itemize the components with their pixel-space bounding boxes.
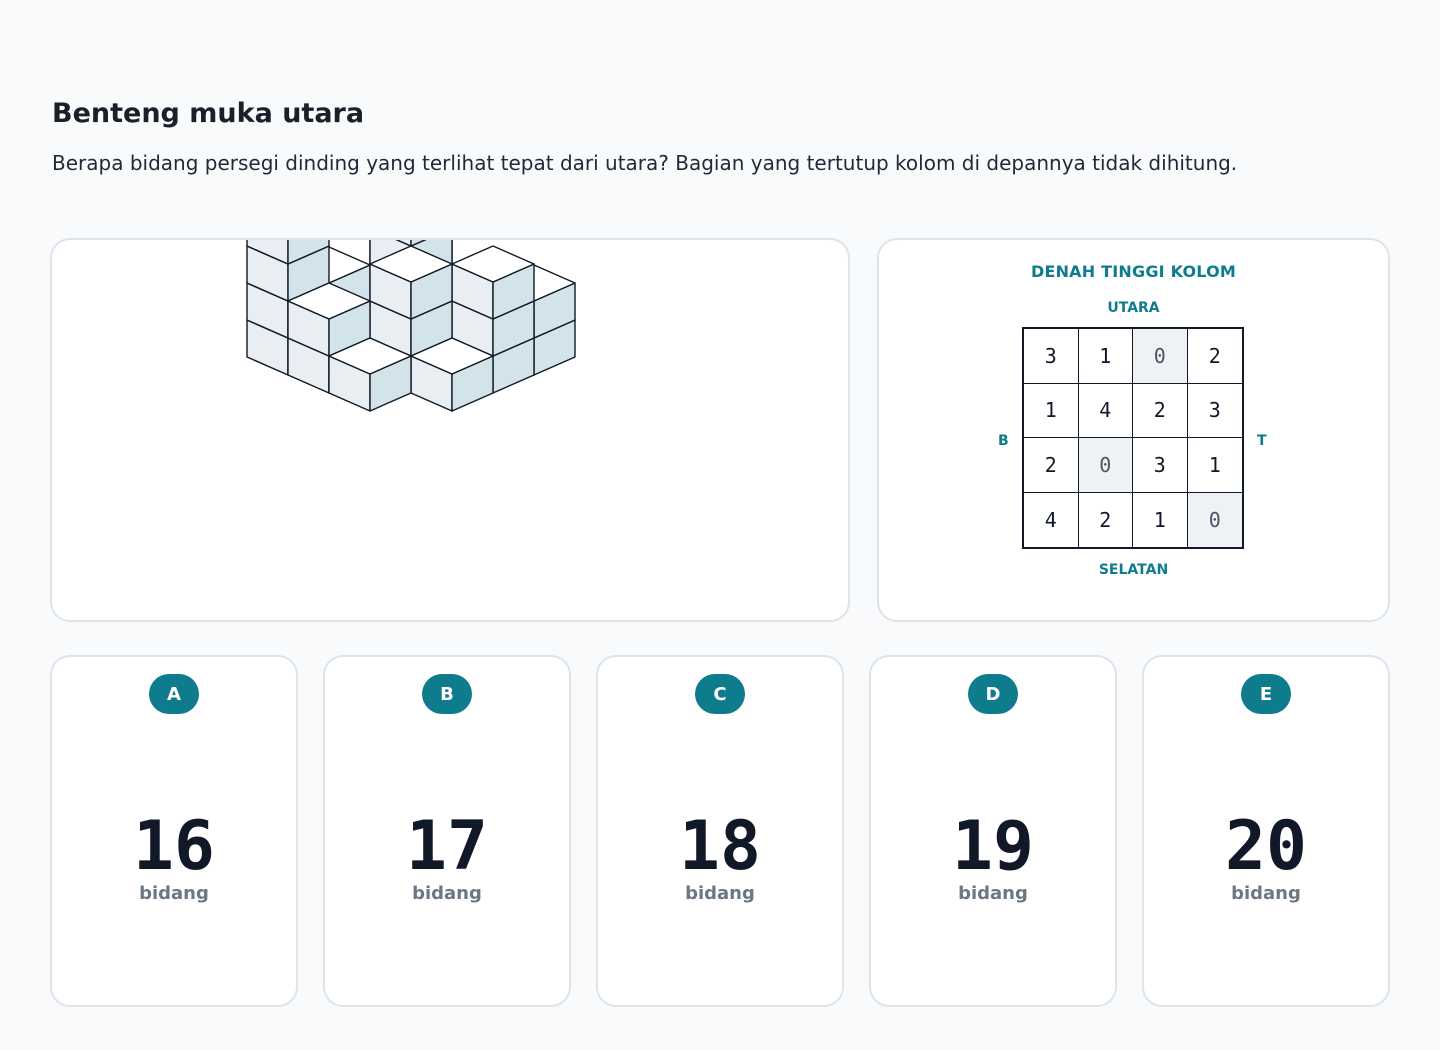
height-cell: 1 bbox=[1187, 438, 1242, 493]
height-cell: 0 bbox=[1133, 329, 1188, 384]
height-cell: 2 bbox=[1079, 492, 1133, 547]
isometric-block-model bbox=[246, 240, 576, 412]
height-cell: 0 bbox=[1187, 492, 1242, 547]
option-letter-badge: C bbox=[695, 674, 745, 714]
cube-face-top bbox=[287, 282, 371, 320]
height-cell: 4 bbox=[1024, 492, 1079, 547]
height-grid: 3 1 0 2 1 4 2 3 2 0 3 1 4 2 1 0 bbox=[1022, 327, 1244, 549]
option-value: 19 bbox=[952, 807, 1034, 886]
height-cell: 2 bbox=[1187, 329, 1242, 384]
option-value: 20 bbox=[1225, 807, 1307, 886]
height-cell: 1 bbox=[1024, 383, 1079, 438]
question-title: Benteng muka utara bbox=[52, 98, 365, 129]
plan-panel-heading: DENAH TINGGI KOLOM bbox=[1030, 262, 1237, 281]
cube-face-top bbox=[328, 337, 412, 375]
option-unit: bidang bbox=[139, 883, 209, 904]
cube-face-top bbox=[410, 337, 494, 375]
cube-face-left bbox=[395, 240, 412, 247]
height-cell: 1 bbox=[1078, 329, 1133, 384]
compass-north-label: UTARA bbox=[1107, 300, 1160, 316]
option-letter-badge: E bbox=[1241, 674, 1291, 714]
option-unit: bidang bbox=[958, 883, 1028, 904]
option-value: 17 bbox=[406, 807, 488, 886]
height-cell: 2 bbox=[1024, 438, 1079, 493]
height-cell: 1 bbox=[1133, 492, 1188, 547]
option-letter-badge: B bbox=[422, 674, 472, 714]
cube-face-right bbox=[410, 240, 427, 247]
compass-south-label: SELATAN bbox=[1098, 562, 1169, 578]
option-a-card[interactable]: A 16 bidang bbox=[50, 655, 298, 1007]
height-cell: 3 bbox=[1024, 329, 1079, 384]
height-cell: 0 bbox=[1078, 438, 1133, 493]
cube-face-right bbox=[287, 240, 330, 265]
compass-east-label: T bbox=[1257, 433, 1267, 449]
option-letter-badge: D bbox=[968, 674, 1018, 714]
height-cell: 3 bbox=[1133, 438, 1188, 493]
cube-face-top bbox=[369, 245, 453, 283]
option-unit: bidang bbox=[1231, 883, 1301, 904]
option-unit: bidang bbox=[412, 883, 482, 904]
option-e-card[interactable]: E 20 bidang bbox=[1142, 655, 1390, 1007]
option-c-card[interactable]: C 18 bidang bbox=[596, 655, 844, 1007]
option-letter-badge: A bbox=[149, 674, 199, 714]
question-description: Berapa bidang persegi dinding yang terli… bbox=[52, 151, 1238, 175]
height-cell: 2 bbox=[1133, 383, 1188, 438]
plan-panel: DENAH TINGGI KOLOM UTARA B T SELATAN 3 1… bbox=[877, 238, 1390, 622]
model-panel: MODEL BANGUNAN bbox=[50, 238, 850, 622]
option-unit: bidang bbox=[685, 883, 755, 904]
height-cell: 3 bbox=[1187, 384, 1242, 438]
compass-west-label: B bbox=[998, 433, 1009, 449]
option-value: 16 bbox=[133, 807, 215, 886]
cube-face-left bbox=[246, 240, 289, 265]
height-cell: 4 bbox=[1078, 383, 1133, 438]
option-d-card[interactable]: D 19 bidang bbox=[869, 655, 1117, 1007]
option-b-card[interactable]: B 17 bidang bbox=[323, 655, 571, 1007]
option-value: 18 bbox=[679, 807, 761, 886]
cube-face-top bbox=[451, 245, 535, 283]
